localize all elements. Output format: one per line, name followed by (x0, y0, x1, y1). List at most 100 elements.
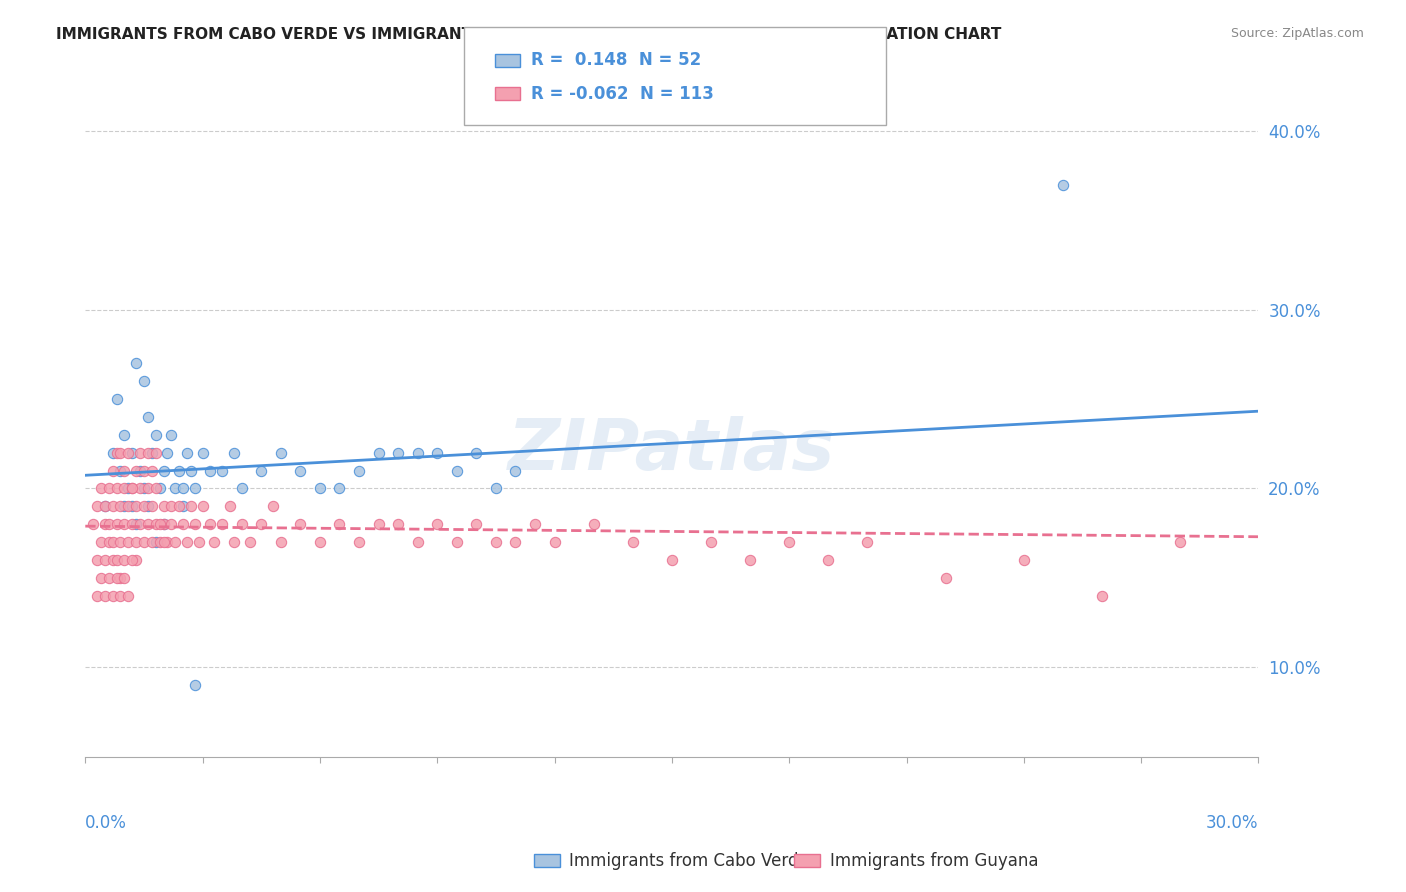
Point (406, 535, 429, 549)
Point (817, 553, 839, 567)
Point (200, 464, 222, 478)
Point (621, 535, 644, 549)
Point (141, 500, 163, 514)
Point (105, 482, 128, 496)
Point (935, 571, 957, 585)
Point (328, 482, 350, 496)
Point (222, 446, 245, 460)
Point (97, 482, 120, 496)
Point (141, 535, 163, 549)
Point (101, 589, 124, 603)
Point (156, 535, 179, 549)
Point (132, 482, 155, 496)
Point (426, 517, 449, 532)
Point (778, 535, 800, 549)
Point (485, 482, 508, 496)
Point (125, 500, 148, 514)
Point (152, 464, 174, 478)
Point (172, 517, 194, 532)
Point (160, 500, 183, 514)
Point (136, 446, 159, 460)
Point (160, 428, 183, 442)
Point (112, 571, 135, 585)
Point (117, 500, 139, 514)
Point (328, 517, 350, 532)
Text: Immigrants from Guyana: Immigrants from Guyana (830, 852, 1038, 870)
Point (145, 428, 167, 442)
Point (90, 535, 112, 549)
Point (110, 571, 132, 585)
Point (231, 482, 253, 496)
Point (367, 517, 389, 532)
Point (90, 571, 112, 585)
Text: IMMIGRANTS FROM CABO VERDE VS IMMIGRANTS FROM GUYANA COGNITIVE DISABILITY CORREL: IMMIGRANTS FROM CABO VERDE VS IMMIGRANTS… (56, 27, 1001, 42)
Point (250, 517, 273, 532)
Point (121, 446, 143, 460)
Point (465, 517, 488, 532)
Point (446, 535, 468, 549)
Point (101, 553, 124, 567)
Point (149, 535, 172, 549)
Point (149, 482, 172, 496)
Point (94, 589, 117, 603)
Point (309, 482, 332, 496)
Point (145, 517, 167, 532)
Point (200, 517, 222, 532)
Point (105, 553, 128, 567)
Point (465, 446, 488, 460)
Point (82, 517, 104, 532)
Point (117, 446, 139, 460)
Point (86, 589, 108, 603)
Point (125, 517, 148, 532)
Point (97, 535, 120, 549)
Point (125, 553, 148, 567)
Point (152, 535, 174, 549)
Point (191, 446, 214, 460)
Point (110, 464, 132, 478)
Point (112, 482, 135, 496)
Point (505, 535, 527, 549)
Point (101, 464, 124, 478)
Point (112, 517, 135, 532)
Point (1091, 589, 1114, 603)
Point (167, 464, 190, 478)
Point (290, 464, 312, 478)
Text: ZIPatlas: ZIPatlas (508, 417, 835, 485)
Point (700, 535, 723, 549)
Point (110, 589, 132, 603)
Point (117, 482, 139, 496)
Point (211, 517, 233, 532)
Point (105, 392, 128, 406)
Point (105, 517, 128, 532)
Point (582, 517, 605, 532)
Point (152, 517, 174, 532)
Point (387, 517, 409, 532)
Point (184, 482, 207, 496)
Text: 0.0%: 0.0% (86, 814, 127, 831)
Point (101, 535, 124, 549)
Point (121, 517, 143, 532)
Point (156, 446, 179, 460)
Point (105, 446, 128, 460)
Point (132, 464, 155, 478)
Point (136, 500, 159, 514)
Point (117, 535, 139, 549)
Point (94, 500, 117, 514)
Point (176, 535, 198, 549)
Point (231, 517, 253, 532)
Text: 30.0%: 30.0% (1206, 814, 1258, 831)
Point (129, 517, 152, 532)
Point (141, 464, 163, 478)
Point (485, 535, 508, 549)
Point (112, 464, 135, 478)
Point (309, 535, 332, 549)
Text: R =  0.148  N = 52: R = 0.148 N = 52 (531, 51, 702, 69)
Point (387, 446, 409, 460)
Point (180, 464, 202, 478)
Point (219, 500, 242, 514)
Point (149, 517, 172, 532)
Point (167, 500, 190, 514)
Point (290, 517, 312, 532)
Point (152, 517, 174, 532)
Point (94, 500, 117, 514)
